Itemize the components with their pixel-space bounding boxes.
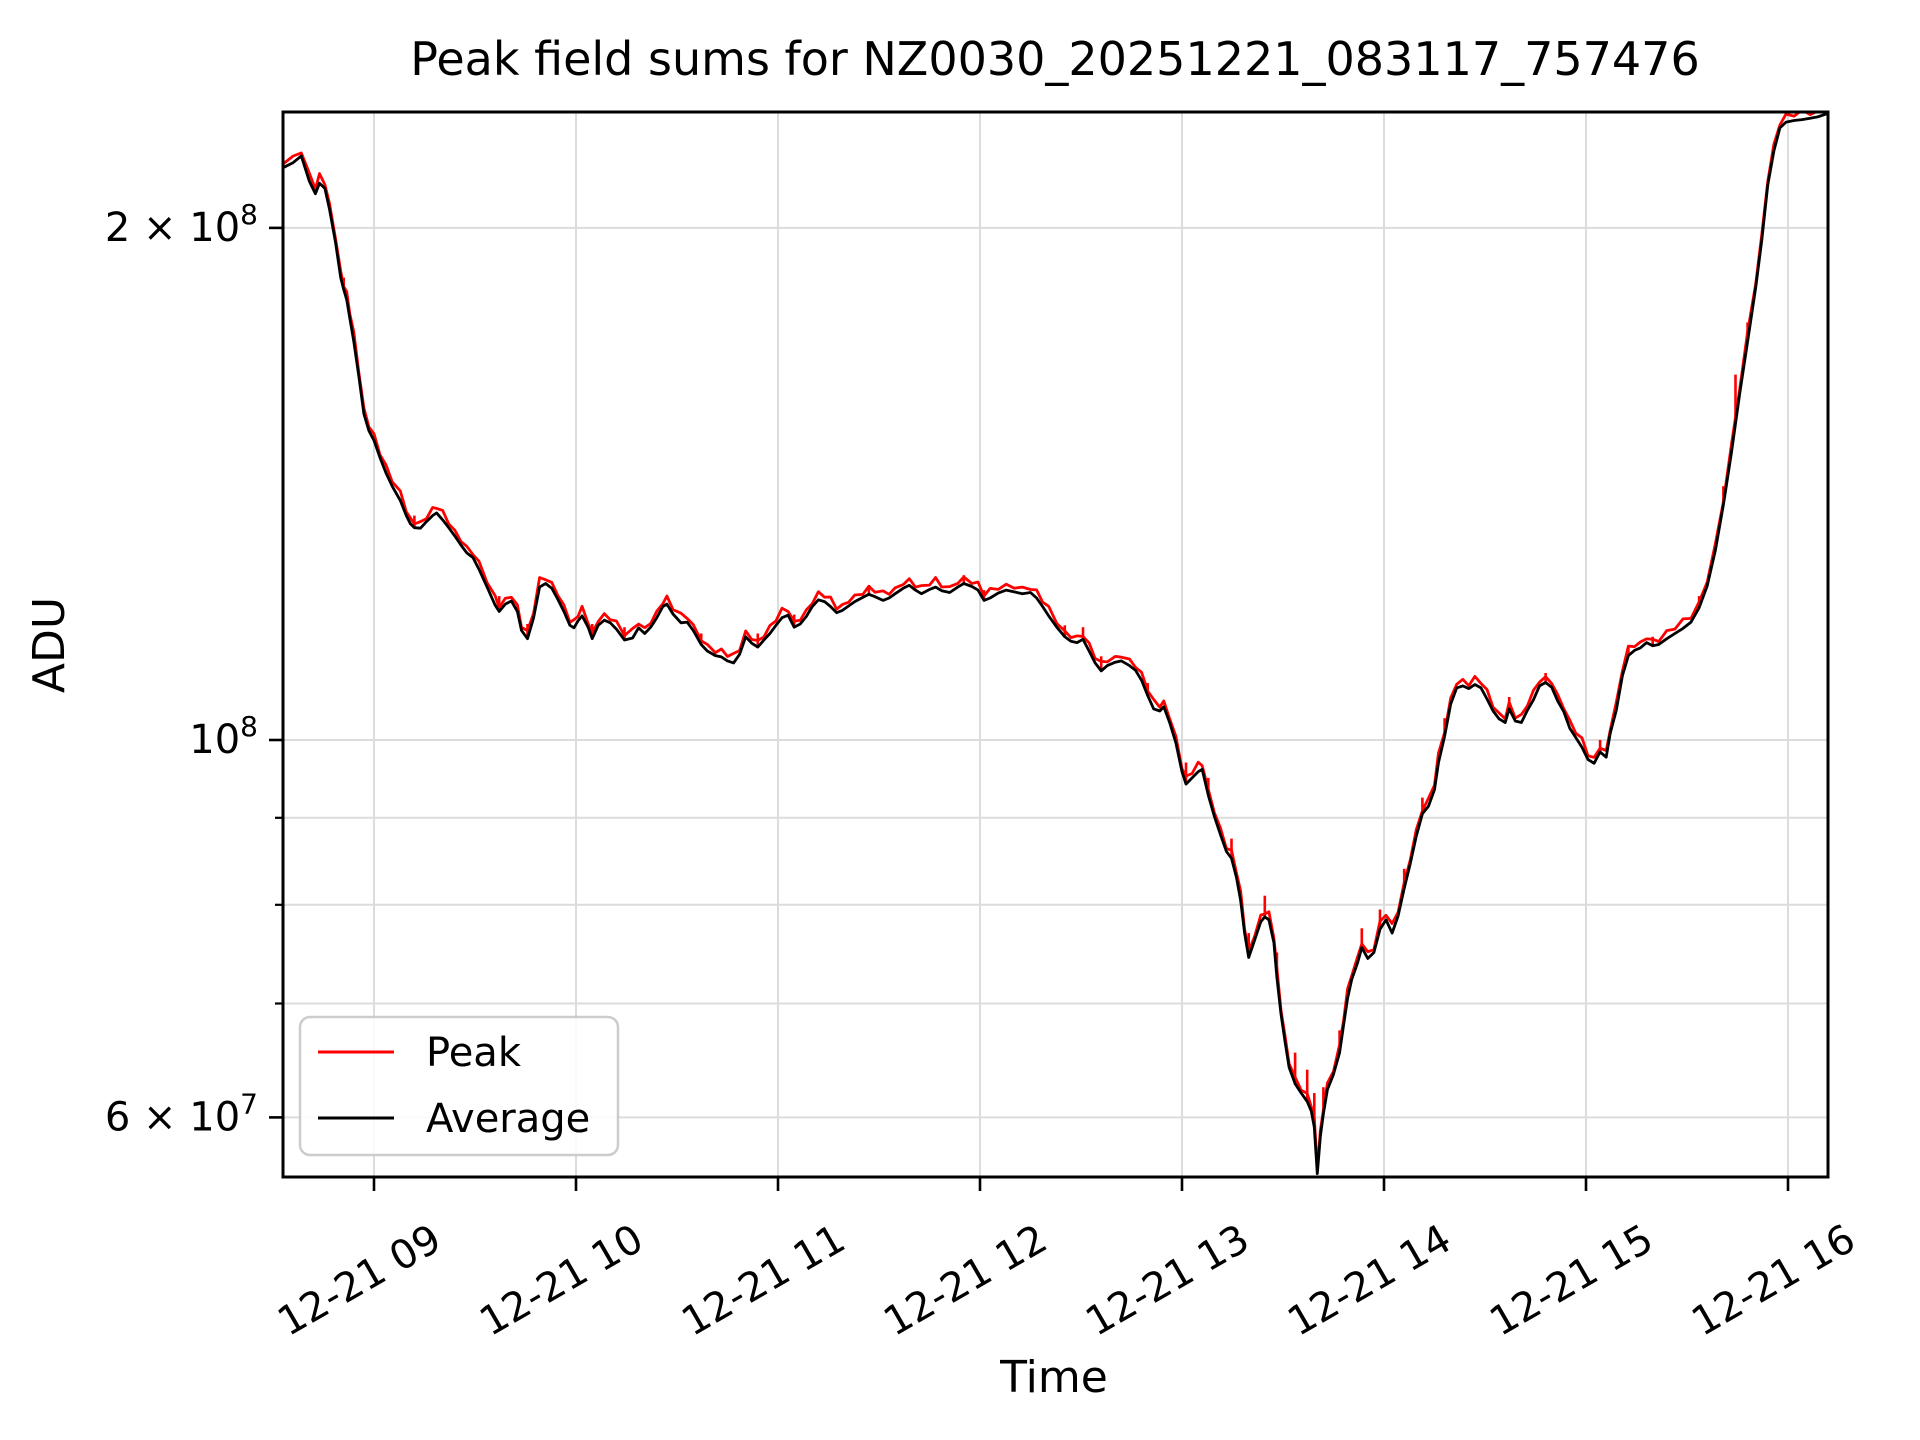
y-axis-label: ADU	[24, 597, 75, 693]
x-tick-label: 12-21 12	[876, 1216, 1055, 1346]
x-tick-label: 12-21 13	[1078, 1216, 1257, 1346]
y-tick-label: 2 × 108	[105, 198, 258, 251]
x-tick-label: 12-21 09	[270, 1216, 449, 1346]
legend-label-peak: Peak	[426, 1030, 522, 1076]
x-tick-label: 12-21 15	[1482, 1216, 1661, 1346]
plot-border	[281, 110, 1830, 1179]
axis-ticks	[269, 226, 1790, 1191]
y-tick-label: 108	[189, 710, 258, 763]
gridlines	[283, 112, 1828, 1177]
y-tick-label: 6 × 107	[105, 1087, 258, 1140]
x-tick-label: 12-21 10	[472, 1216, 651, 1346]
x-tick-label: 12-21 11	[674, 1216, 853, 1346]
x-axis-label: Time	[999, 1352, 1108, 1403]
x-tick-label: 12-21 16	[1684, 1216, 1863, 1346]
tick-labels: 12-21 09 12-21 10 12-21 11 12-21 12 12-21 13…	[105, 198, 1863, 1346]
average-series-line	[283, 112, 1828, 1175]
series-lines	[283, 112, 1828, 1175]
x-tick-label: 12-21 14	[1280, 1216, 1459, 1346]
legend: Peak Average	[298, 1015, 620, 1157]
chart-title: Peak field sums for NZ0030_20251221_0831…	[410, 32, 1699, 86]
peak-series-line	[283, 112, 1820, 1172]
legend-label-average: Average	[426, 1096, 590, 1142]
